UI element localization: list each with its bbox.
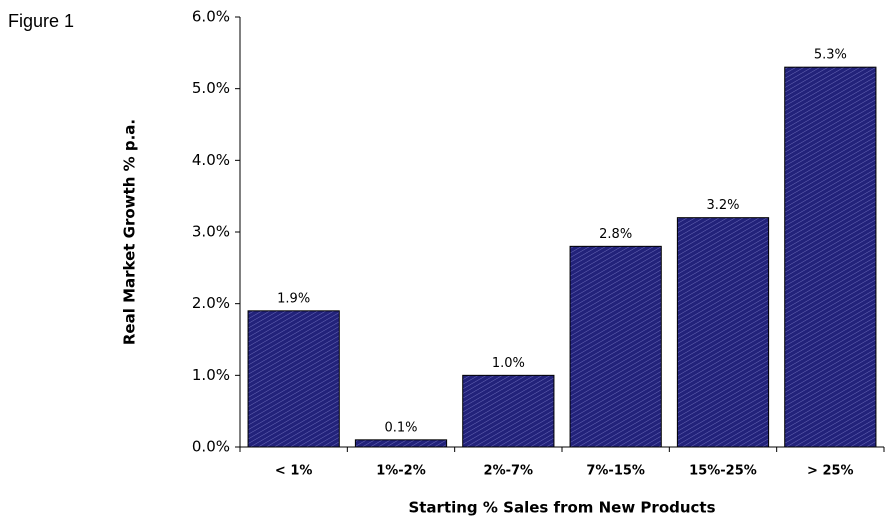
data-label: 2.8% — [599, 227, 632, 242]
y-tick-label: 2.0% — [192, 294, 230, 312]
x-tick-label: 15%-25% — [689, 464, 757, 479]
y-tick-label: 6.0% — [192, 8, 230, 26]
y-tick-label: 1.0% — [192, 366, 230, 384]
x-tick-label: 1%-2% — [376, 464, 426, 479]
x-tick-label: 2%-7% — [484, 464, 534, 479]
data-label: 5.3% — [814, 48, 847, 63]
y-axis-title: Real Market Growth % p.a. — [121, 119, 139, 345]
y-tick-label: 3.0% — [192, 223, 230, 241]
y-tick-label: 5.0% — [192, 79, 230, 97]
data-label: 1.0% — [492, 356, 525, 371]
x-tick-label: < 1% — [275, 464, 313, 479]
x-tick-label: 7%-15% — [586, 464, 645, 479]
bar — [784, 66, 877, 448]
bar — [569, 245, 662, 448]
figure-label: Figure 1 — [8, 11, 74, 31]
data-label: 1.9% — [277, 291, 310, 306]
bar — [676, 217, 770, 448]
bar — [247, 310, 340, 448]
x-axis-title: Starting % Sales from New Products — [408, 499, 715, 517]
bar — [354, 439, 448, 448]
data-label: 3.2% — [706, 198, 739, 213]
y-tick-label: 0.0% — [192, 438, 230, 456]
data-label: 0.1% — [384, 420, 417, 435]
x-tick-label: > 25% — [807, 464, 854, 479]
y-tick-label: 4.0% — [192, 151, 230, 169]
bar — [462, 374, 555, 448]
